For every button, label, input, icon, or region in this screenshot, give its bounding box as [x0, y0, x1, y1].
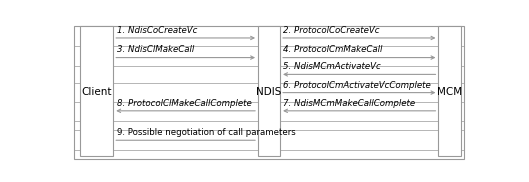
Bar	[80, 26, 113, 156]
Text: 2. ProtocolCoCreateVc: 2. ProtocolCoCreateVc	[284, 26, 380, 35]
Text: MCM: MCM	[437, 87, 462, 97]
Bar	[258, 26, 280, 156]
Text: 1. NdisCoCreateVc: 1. NdisCoCreateVc	[116, 26, 197, 35]
Text: 9. Possible negotiation of call parameters: 9. Possible negotiation of call paramete…	[116, 128, 295, 137]
Text: NDIS: NDIS	[257, 87, 282, 97]
Text: 7. NdisMCmMakeCallComplete: 7. NdisMCmMakeCallComplete	[284, 99, 416, 108]
Text: Client: Client	[81, 87, 112, 97]
Bar	[439, 26, 461, 156]
Text: 6. ProtocolCmActivateVcComplete: 6. ProtocolCmActivateVcComplete	[284, 80, 431, 90]
Text: 3. NdisClMakeCall: 3. NdisClMakeCall	[116, 46, 194, 54]
Text: 5. NdisMCmActivateVc: 5. NdisMCmActivateVc	[284, 62, 381, 71]
Text: 4. ProtocolCmMakeCall: 4. ProtocolCmMakeCall	[284, 46, 383, 54]
Text: 8. ProtocolClMakeCallComplete: 8. ProtocolClMakeCallComplete	[116, 99, 251, 108]
